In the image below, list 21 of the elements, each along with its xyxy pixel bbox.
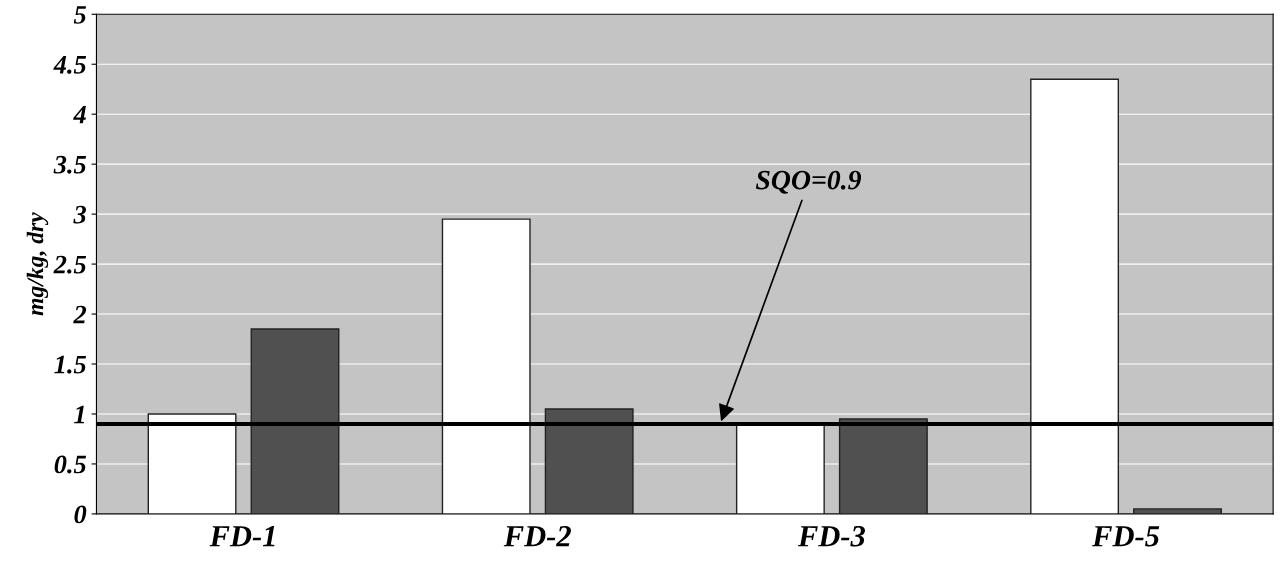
x-tick-label: FD-1 [209, 526, 275, 547]
bar [544, 408, 634, 514]
ref-line-label: SQO=0.9 [755, 170, 862, 194]
x-tick-label: FD-2 [503, 525, 571, 547]
bar [1133, 508, 1222, 514]
x-tick-label: FD-5 [1092, 526, 1160, 547]
bar [250, 328, 340, 514]
y-tick-label: 5 [73, 6, 87, 24]
y-tick-label: 2 [73, 305, 87, 324]
y-tick-label: 2.5 [53, 255, 87, 274]
bar [838, 418, 928, 514]
y-tick-label: 4.5 [53, 56, 87, 74]
x-tick-label: FD-3 [797, 525, 866, 547]
y-tick-label: 1 [74, 405, 85, 424]
y-tick-label: 3 [73, 205, 87, 224]
y-axis-title: mg/kg, dry [26, 212, 49, 316]
y-tick-label: 1.5 [54, 355, 87, 374]
y-tick-label: 3.5 [53, 155, 87, 174]
y-tick-label: 0.5 [54, 455, 87, 474]
y-tick-label: 4 [73, 105, 86, 124]
y-tick-label: 0 [74, 505, 87, 524]
